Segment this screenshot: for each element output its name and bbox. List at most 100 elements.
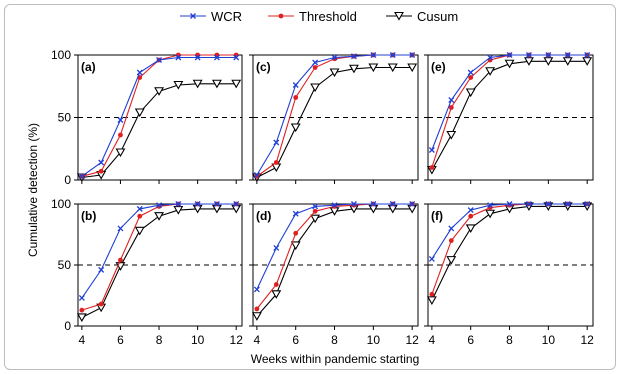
point-cusum [134,226,145,236]
panel-f: 4 6 8 10 12 (f) [424,201,594,347]
legend-item-wcr: WCR [180,9,242,24]
point-wcr [506,201,513,207]
legend-label: Cusum [417,9,458,24]
point-wcr [409,52,416,58]
point-wcr [350,53,357,60]
point-wcr [448,97,455,103]
point-threshold [273,282,279,287]
x-tick-label: 8 [156,333,163,347]
panel-c: (c) [249,52,419,184]
point-wcr [545,52,552,58]
point-cusum [290,241,301,251]
point-cusum [329,68,340,78]
point-wcr [389,201,396,207]
x-tick-label: 6 [117,333,124,347]
point-wcr [331,54,338,61]
point-threshold [293,95,299,100]
point-wcr [233,201,240,207]
series-line-threshold [256,203,413,310]
point-threshold [98,301,104,307]
series-line-threshold [81,54,237,177]
series-line-cusum [431,60,588,171]
point-threshold [98,168,104,174]
point-cusum [543,57,554,66]
panel-label: (e) [431,60,446,74]
point-threshold [254,173,260,179]
point-cusum [231,79,242,89]
point-wcr [273,244,280,251]
panel-b: 0 50 100 4 6 8 10 12 (b) [51,197,243,347]
point-wcr [78,294,85,301]
point-cusum [251,312,262,321]
point-wcr [428,147,435,153]
point-wcr [117,117,124,123]
point-wcr [467,207,474,214]
point-cusum [271,290,282,299]
point-wcr [253,172,260,178]
x-axis-label: Weeks within pandemic starting [251,352,420,366]
y-tick-label: 50 [58,258,72,272]
legend-item-threshold: Threshold [268,9,357,24]
point-cusum [134,108,145,118]
point-threshold [79,307,85,313]
point-threshold [312,65,318,70]
point-wcr [448,225,455,232]
point-wcr [564,52,571,58]
point-wcr [564,201,571,207]
point-cusum [446,130,457,140]
point-cusum [290,123,301,133]
series-line-cusum [256,66,413,178]
point-cusum [192,79,203,89]
point-cusum [465,224,476,234]
point-threshold [312,208,318,214]
point-threshold [429,291,435,297]
point-wcr [487,202,494,209]
point-wcr [312,59,319,66]
x-tick-label: 12 [580,333,594,347]
point-cusum [76,313,87,323]
panel-label: (b) [81,209,96,223]
point-wcr [389,52,396,58]
point-cusum [465,88,476,98]
panel-label: (a) [81,60,96,74]
point-wcr [194,54,201,61]
point-wcr [156,202,162,209]
point-threshold [293,230,299,236]
point-wcr [175,201,182,207]
point-wcr [525,201,532,207]
point-cusum [173,206,184,215]
point-wcr [370,201,377,207]
point-cusum [154,212,164,221]
y-tick-label: 0 [64,173,71,187]
point-cusum [387,63,398,73]
point-wcr [506,52,513,58]
series-line-wcr [81,56,237,177]
x-tick-label: 10 [542,333,556,347]
series-line-threshold [431,54,588,168]
point-cusum [407,63,418,73]
point-cusum [348,64,359,74]
point-wcr [213,54,220,61]
x-tick-label: 4 [429,333,436,347]
x-tick-label: 6 [467,333,474,347]
panel-a: 0 50 100 (a) [51,48,243,187]
point-cusum [310,83,321,93]
point-wcr [78,173,85,180]
point-threshold [429,165,435,170]
point-wcr [331,202,338,209]
point-wcr [213,201,220,207]
point-threshold [448,105,454,110]
point-wcr [98,266,105,273]
panel-label: (c) [256,60,271,74]
series-line-threshold [431,203,588,295]
point-wcr [194,201,201,207]
point-threshold [273,160,279,165]
point-wcr [156,57,162,63]
point-cusum [211,79,222,89]
point-wcr [467,69,474,76]
legend-marker [278,13,284,19]
x-tick-label: 8 [331,333,338,347]
point-threshold [468,75,474,80]
x-tick-label: 4 [254,333,261,347]
